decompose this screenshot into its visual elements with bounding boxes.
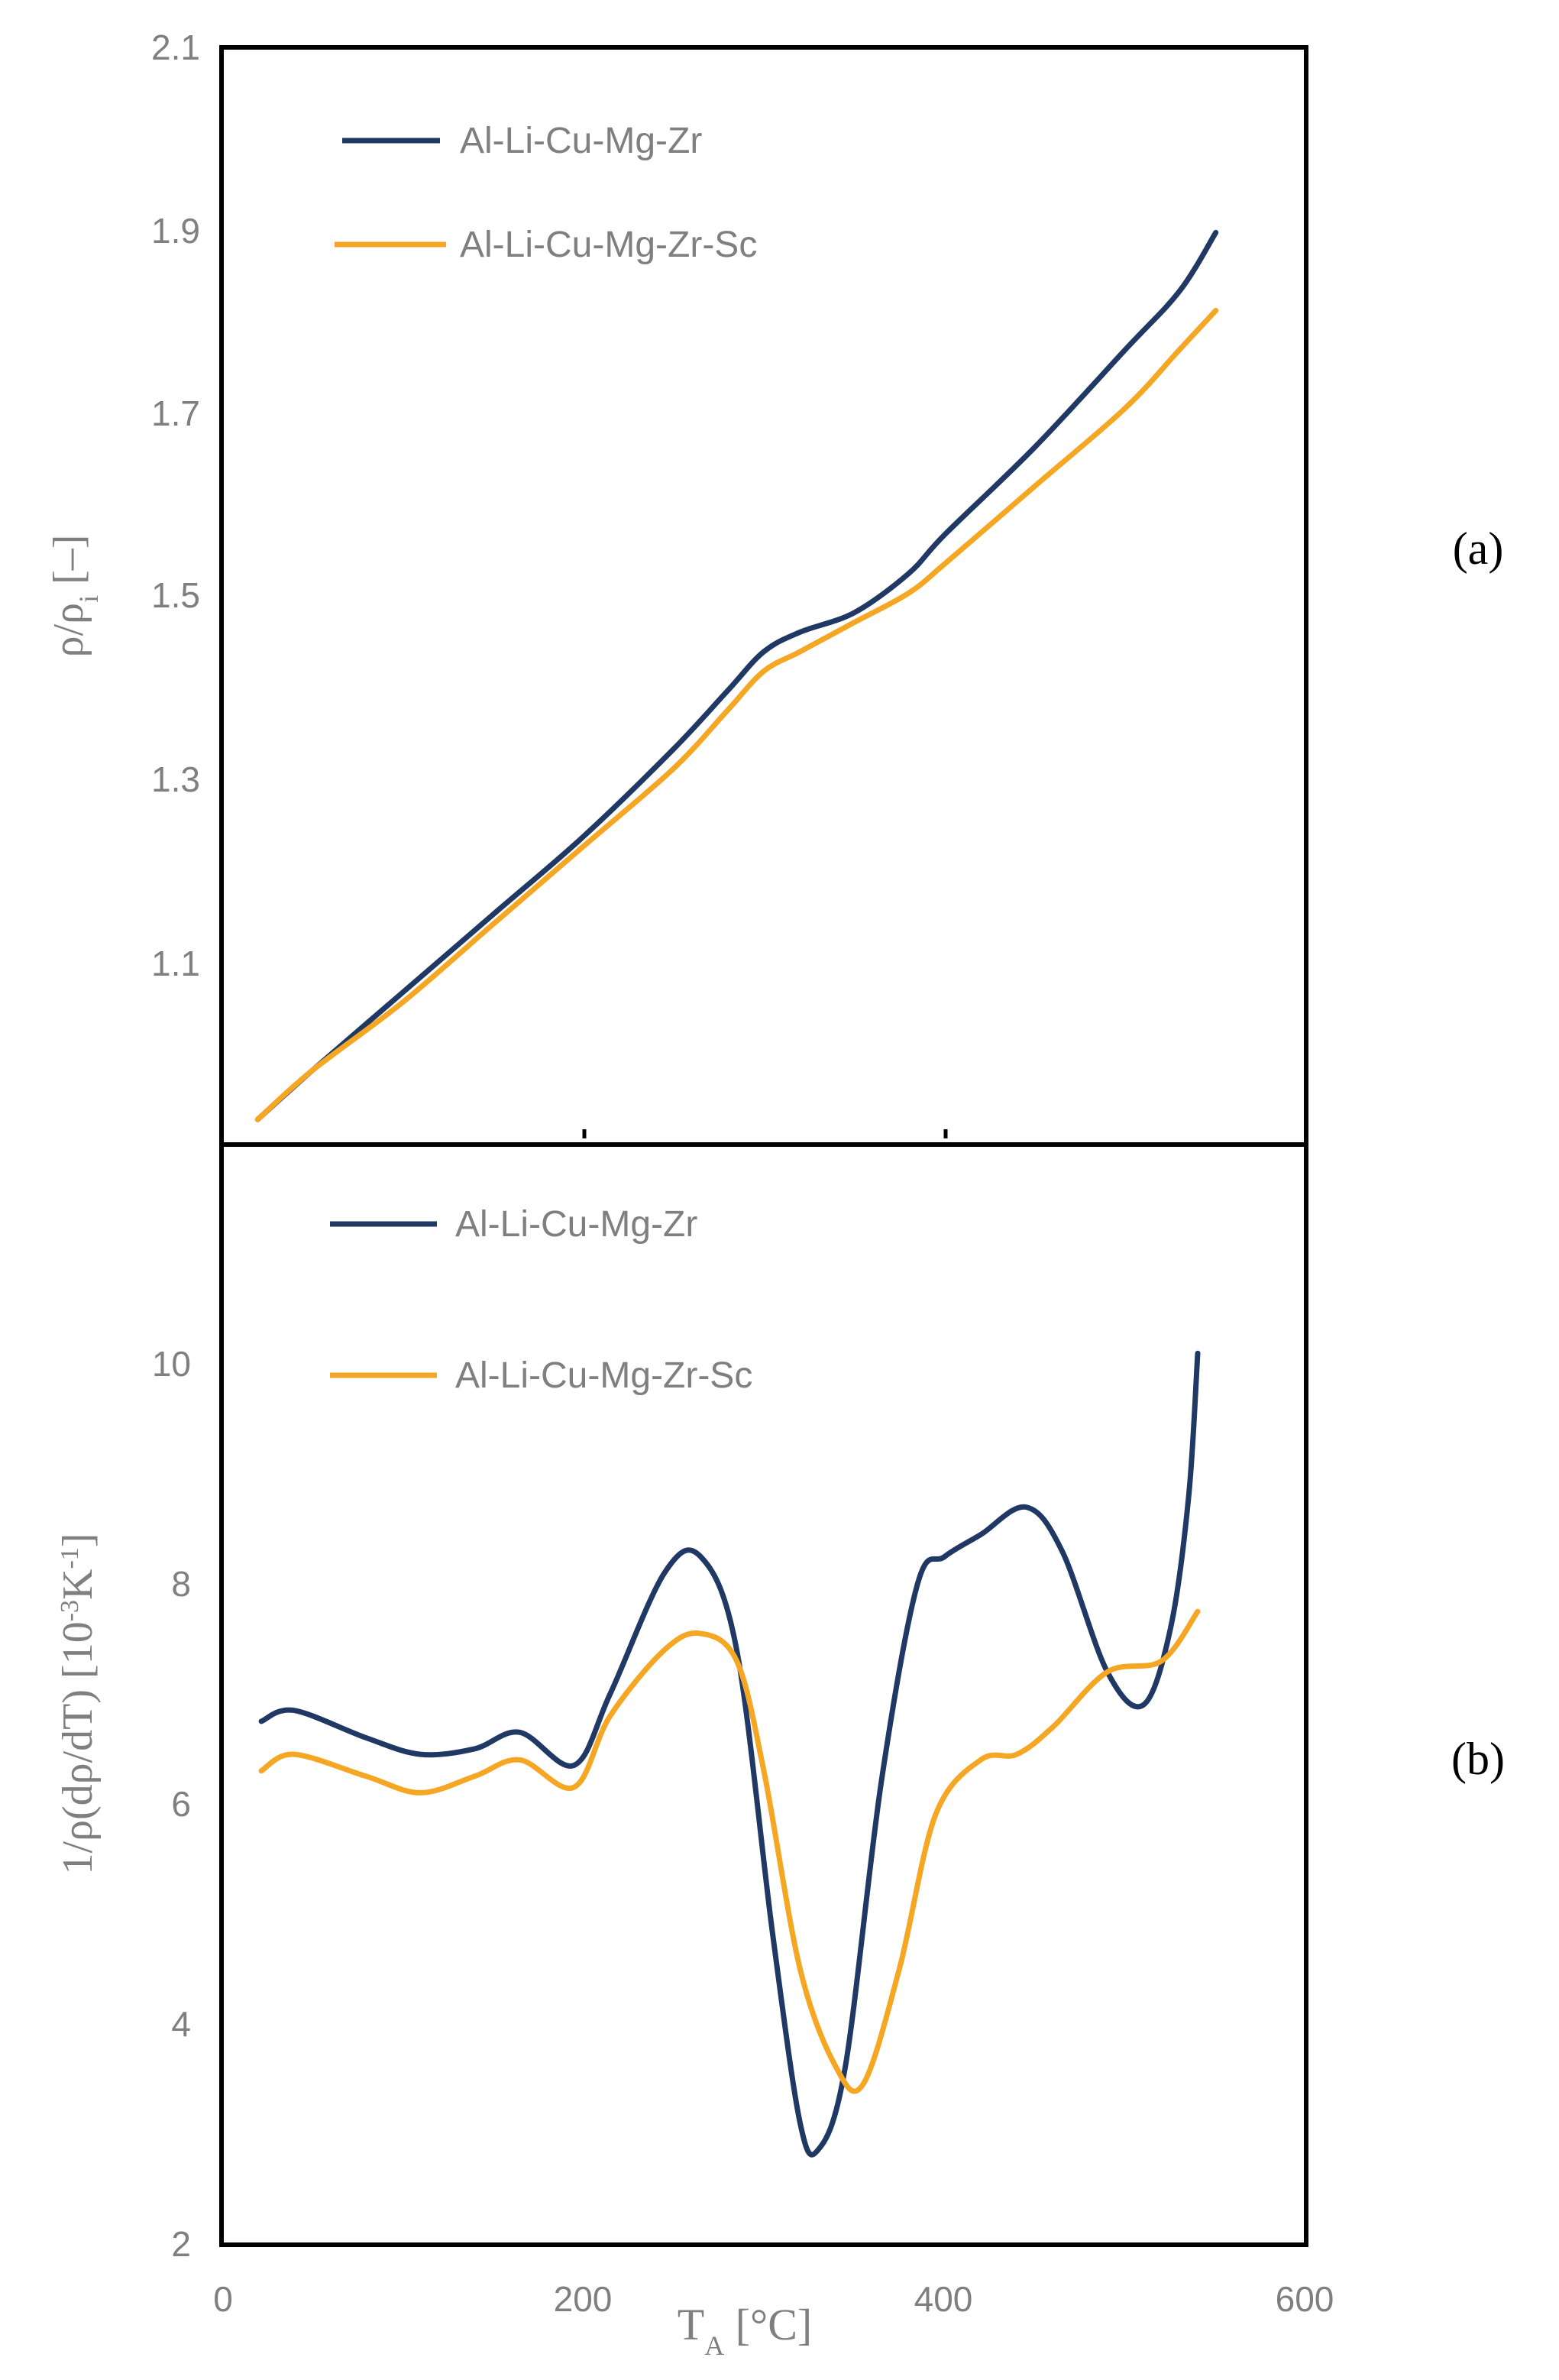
- legend-b: Al-Li-Cu-Mg-Zr Al-Li-Cu-Mg-Zr-Sc: [330, 1204, 752, 1396]
- series-lines-a: [254, 229, 1219, 1122]
- x-axis-label-b: TA [°C]: [678, 2300, 812, 2361]
- y-ticks-b: 2 4 6 8 10: [152, 1344, 191, 2264]
- y-axis-label-b-sup2: -1: [56, 1547, 84, 1569]
- panel-label-b: (b): [1451, 1734, 1505, 1784]
- y-axis-label-b-sup: -3: [56, 1600, 84, 1621]
- legend-label-b-1: Al-Li-Cu-Mg-Zr-Sc: [455, 1355, 752, 1396]
- y-tick-label-a: 1.5: [151, 575, 200, 615]
- x-tick-label-b: 200: [554, 2279, 613, 2319]
- y-tick-label-a: 1.7: [151, 393, 200, 433]
- y-tick-label-b: 4: [171, 2004, 191, 2044]
- panel-label-a: (a): [1453, 523, 1504, 574]
- legend-label-a-0: Al-Li-Cu-Mg-Zr: [460, 121, 702, 161]
- y-tick-label-b: 8: [171, 1564, 191, 1604]
- panel-b: 2 4 6 8 10 0 200 400 600 TA [°C] 1/ρ(dρ/…: [54, 1142, 1505, 2361]
- y-tick-label-b: 2: [171, 2224, 191, 2264]
- series-line-b-1: [258, 1608, 1201, 2094]
- y-tick-label-a: 1.9: [151, 211, 200, 251]
- panel-a: 1.1 1.3 1.5 1.7 1.9 2.1 ρ/ρi [–] Al-Li-C…: [45, 28, 1504, 1147]
- y-axis-label-b: 1/ρ(dρ/dT) [10-3K-1]: [54, 1533, 102, 1875]
- series-line-a-1: [254, 307, 1219, 1122]
- series-line-a-0: [254, 229, 1219, 1122]
- x-ticks-b: 0 200 400 600: [213, 2279, 1334, 2319]
- x-axis-label-b-subscript: A: [704, 2330, 724, 2361]
- y-tick-label-a: 1.3: [151, 759, 200, 799]
- y-tick-label-a: 1.1: [151, 944, 200, 983]
- x-tick-label-b: 0: [213, 2279, 233, 2319]
- plot-frame-b: [219, 1142, 1308, 2247]
- legend-label-a-1: Al-Li-Cu-Mg-Zr-Sc: [460, 225, 757, 265]
- x-tick-label-b: 600: [1276, 2279, 1334, 2319]
- y-axis-label-a: ρ/ρi [–]: [45, 535, 104, 658]
- legend-label-b-0: Al-Li-Cu-Mg-Zr: [455, 1204, 697, 1245]
- series-lines-b: [258, 1350, 1201, 2158]
- y-ticks-a: 1.1 1.3 1.5 1.7 1.9 2.1: [151, 28, 200, 983]
- x-tick-label-b: 400: [914, 2279, 973, 2319]
- y-tick-label-b: 10: [152, 1344, 191, 1384]
- y-tick-label-b: 6: [171, 1784, 191, 1824]
- y-tick-label-a: 2.1: [151, 28, 200, 67]
- y-axis-label-a-subscript: i: [73, 595, 104, 603]
- legend-a: Al-Li-Cu-Mg-Zr Al-Li-Cu-Mg-Zr-Sc: [335, 121, 757, 265]
